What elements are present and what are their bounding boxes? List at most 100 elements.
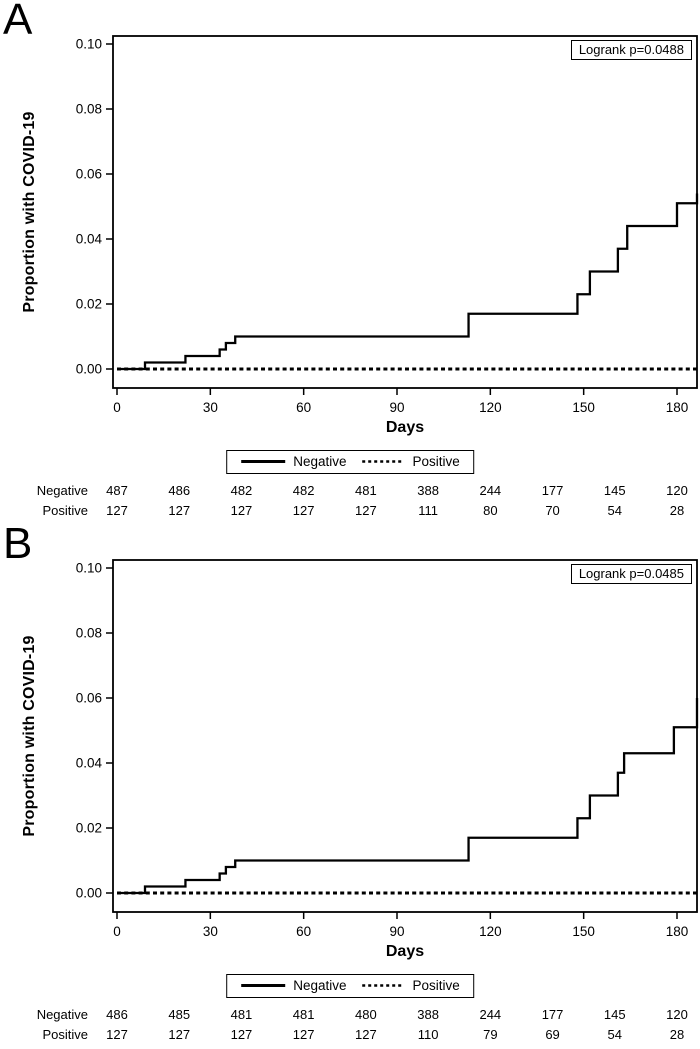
risk-count: 482	[230, 483, 253, 498]
x-tick-label: 30	[203, 400, 218, 415]
risk-count: 80	[483, 503, 498, 518]
x-tick-label: 90	[389, 924, 404, 939]
y-tick-label: 0.10	[76, 561, 102, 576]
risk-count: 111	[418, 503, 438, 518]
risk-row-label: Positive	[42, 1027, 88, 1042]
risk-row-label: Negative	[36, 483, 88, 498]
risk-count: 145	[603, 1007, 626, 1022]
risk-count: 127	[292, 503, 315, 518]
y-tick-label: 0.10	[76, 37, 102, 52]
risk-count: 79	[483, 1027, 498, 1042]
legend-line-dotted-icon	[362, 984, 405, 987]
risk-count: 485	[168, 1007, 191, 1022]
risk-count: 120	[666, 1007, 688, 1022]
x-axis-title: Days	[385, 419, 425, 436]
y-tick-label: 0.08	[76, 626, 102, 641]
risk-count: 487	[106, 483, 128, 498]
risk-count: 127	[230, 503, 253, 518]
legend-label-negative: Negative	[293, 454, 347, 469]
plot-frame	[112, 559, 698, 913]
risk-count: 145	[603, 483, 626, 498]
risk-count: 127	[168, 503, 191, 518]
legend-item-positive: Positive	[362, 978, 460, 993]
x-tick-label: 0	[113, 924, 121, 939]
panel-b-letter: B	[3, 519, 33, 568]
risk-count: 486	[106, 1007, 128, 1022]
x-tick-label: 60	[296, 400, 311, 415]
km-plot-a: 0 30 60 90 120 150 180 0.00 0.02 0.04 0.06 0.08 0.10	[76, 35, 699, 415]
risk-row-negative: Negative 486 485 481 481 480 388 244 177 145 120	[0, 1005, 700, 1025]
risk-count: 388	[417, 1007, 439, 1022]
legend-item-negative: Negative	[240, 978, 347, 993]
x-tick-label: 150	[572, 400, 595, 415]
risk-count: 388	[417, 483, 439, 498]
legend-line-dotted-icon	[362, 460, 405, 463]
risk-count: 482	[292, 483, 315, 498]
risk-count: 480	[355, 1007, 377, 1022]
x-tick-label: 0	[113, 400, 121, 415]
risk-count: 70	[545, 503, 560, 518]
risk-count: 110	[417, 1027, 439, 1042]
x-tick-label: 30	[203, 924, 218, 939]
risk-count: 127	[292, 1027, 315, 1042]
x-tick-label: 90	[389, 400, 404, 415]
x-axis-title: Days	[385, 943, 425, 960]
legend: Negative Positive	[226, 974, 474, 998]
risk-count: 69	[545, 1027, 560, 1042]
plot-frame	[112, 35, 698, 389]
km-plot-b: 0 30 60 90 120 150 180 0.00 0.02 0.04 0.06 0.08 0.10	[76, 559, 699, 939]
risk-count: 127	[355, 1027, 377, 1042]
x-tick-label: 180	[666, 400, 689, 415]
risk-count: 127	[355, 503, 377, 518]
logrank-annotation: Logrank p=0.0488	[570, 40, 692, 60]
risk-count: 28	[669, 503, 685, 518]
risk-count: 481	[292, 1007, 315, 1022]
legend-item-positive: Positive	[362, 454, 460, 469]
logrank-annotation: Logrank p=0.0485	[570, 564, 692, 584]
x-tick-label: 180	[666, 924, 689, 939]
legend-line-solid-icon	[241, 460, 286, 463]
risk-count: 127	[168, 1027, 191, 1042]
risk-count: 244	[479, 483, 502, 498]
risk-count: 244	[479, 1007, 502, 1022]
y-tick-label: 0.02	[76, 297, 102, 312]
y-tick-label: 0.06	[76, 691, 102, 706]
legend-label-positive: Positive	[412, 454, 460, 469]
curve-negative	[117, 698, 699, 895]
panel-b: B Proportion with COVID-19 0 30 60 90 120 150…	[0, 519, 700, 1048]
x-tick-label: 150	[572, 924, 595, 939]
risk-count: 127	[106, 503, 128, 518]
risk-table: Negative 487 486 482 482 481 388 244 177 145 120 Po…	[0, 481, 700, 521]
risk-row-label: Negative	[36, 1007, 88, 1022]
y-tick-label: 0.04	[76, 232, 103, 247]
legend: Negative Positive	[226, 450, 474, 474]
risk-table: Negative 486 485 481 481 480 388 244 177 145 120 Po…	[0, 1005, 700, 1045]
risk-count: 127	[230, 1027, 253, 1042]
risk-count: 28	[669, 1027, 685, 1042]
y-tick-label: 0.08	[76, 102, 102, 117]
y-tick-label: 0.00	[76, 362, 102, 377]
panel-a-letter: A	[3, 0, 33, 44]
risk-row-label: Positive	[42, 503, 88, 518]
risk-row-negative: Negative 487 486 482 482 481 388 244 177 145 120	[0, 481, 700, 501]
risk-count: 120	[666, 483, 688, 498]
risk-count: 177	[541, 1007, 564, 1022]
legend-line-solid-icon	[241, 984, 286, 987]
risk-count: 54	[607, 1027, 622, 1042]
risk-count: 481	[355, 483, 377, 498]
y-tick-label: 0.04	[76, 756, 103, 771]
y-tick-label: 0.00	[76, 886, 102, 901]
panel-a: A Proportion with COVID-19 0 30 60 90 120 150…	[0, 0, 700, 524]
legend-label-positive: Positive	[412, 978, 460, 993]
x-tick-label: 60	[296, 924, 311, 939]
legend-item-negative: Negative	[240, 454, 347, 469]
risk-count: 486	[168, 483, 191, 498]
y-tick-label: 0.02	[76, 821, 102, 836]
risk-row-positive: Positive 127 127 127 127 127 111 80 70 54 28	[0, 501, 700, 521]
x-tick-label: 120	[479, 400, 502, 415]
risk-count: 54	[607, 503, 622, 518]
risk-count: 127	[106, 1027, 128, 1042]
legend-label-negative: Negative	[293, 978, 347, 993]
curve-negative	[117, 193, 699, 371]
risk-count: 481	[230, 1007, 253, 1022]
